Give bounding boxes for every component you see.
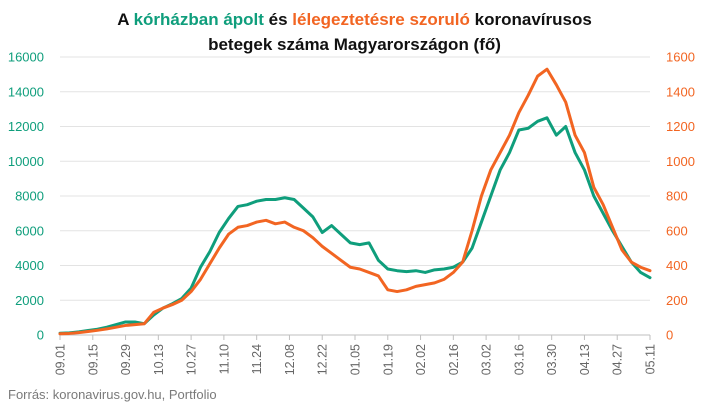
y-left-tick-label: 12000 [8,119,44,134]
y-right-tick-label: 1000 [666,154,695,169]
x-tick-label: 10.27 [185,344,199,375]
series-line-hospitalized [58,116,652,335]
y-left-tick-label: 16000 [8,50,44,65]
chart-title-line2: betegek száma Magyarországon (fő) [208,35,501,54]
series [58,67,652,336]
x-tick-label: 12.22 [316,344,330,375]
chart-title-line1: A kórházban ápolt és lélegeztetésre szor… [117,10,592,29]
x-tick-label: 04.27 [611,344,625,375]
series-line-ventilated [58,67,652,336]
x-tick-label: 09.29 [119,344,133,375]
y-left-tick-label: 6000 [15,223,44,238]
x-tick-label: 05.11 [644,344,658,374]
title-segment: koronavírusos [470,10,592,29]
y-right-tick-label: 200 [666,293,688,308]
x-tick-label: 09.15 [86,344,100,375]
title-segment: A [117,10,133,29]
y-left-tick-label: 8000 [15,189,44,204]
x-tick-label: 02.16 [447,344,461,375]
y-right-tick-label: 400 [666,258,688,273]
y-right-tick-label: 0 [666,328,673,343]
chart-title: A kórházban ápolt és lélegeztetésre szor… [117,10,592,54]
x-axis: 09.01 09.15 09.29 10.13 10.27 11.10 11.24 12.08… [54,335,658,375]
grid [60,56,650,336]
title-segment: és [264,10,292,29]
y-left-tick-label: 10000 [8,154,44,169]
y-axis-left: 0 2000 4000 6000 8000 10000 12000 14000 16000 [8,50,44,343]
title-segment-ventilated: lélegeztetésre szoruló [292,10,470,29]
x-tick-label: 01.19 [381,344,395,375]
source-note: Forrás: koronavirus.gov.hu, Portfolio [8,387,217,402]
y-right-tick-label: 800 [666,189,688,204]
y-right-tick-label: 1600 [666,50,695,65]
x-tick-label: 10.13 [152,344,166,375]
x-tick-label: 04.13 [578,344,592,375]
y-left-tick-label: 4000 [15,258,44,273]
x-tick-label: 03.16 [512,344,526,375]
y-left-tick-label: 2000 [15,293,44,308]
y-right-tick-label: 600 [666,223,688,238]
x-tick-label: 03.02 [480,344,494,375]
y-right-tick-label: 1200 [666,119,695,134]
y-left-tick-label: 14000 [8,84,44,99]
x-tick-label: 01.05 [349,344,363,375]
y-left-tick-label: 0 [37,328,44,343]
x-tick-label: 11.24 [250,344,264,374]
title-segment-hospitalized: kórházban ápolt [134,10,265,29]
y-axis-right: 0 200 400 600 800 1000 1200 1400 1600 [666,50,695,343]
x-tick-label: 11.10 [217,344,231,374]
x-tick-label: 02.02 [414,344,428,375]
x-tick-label: 03.30 [545,344,559,375]
y-right-tick-label: 1400 [666,84,695,99]
x-tick-label: 12.08 [283,344,297,375]
x-tick-label: 09.01 [54,344,68,375]
